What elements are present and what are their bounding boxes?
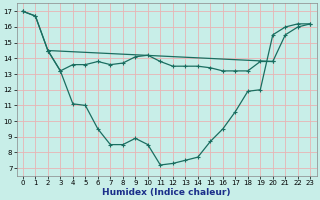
X-axis label: Humidex (Indice chaleur): Humidex (Indice chaleur)	[102, 188, 231, 197]
